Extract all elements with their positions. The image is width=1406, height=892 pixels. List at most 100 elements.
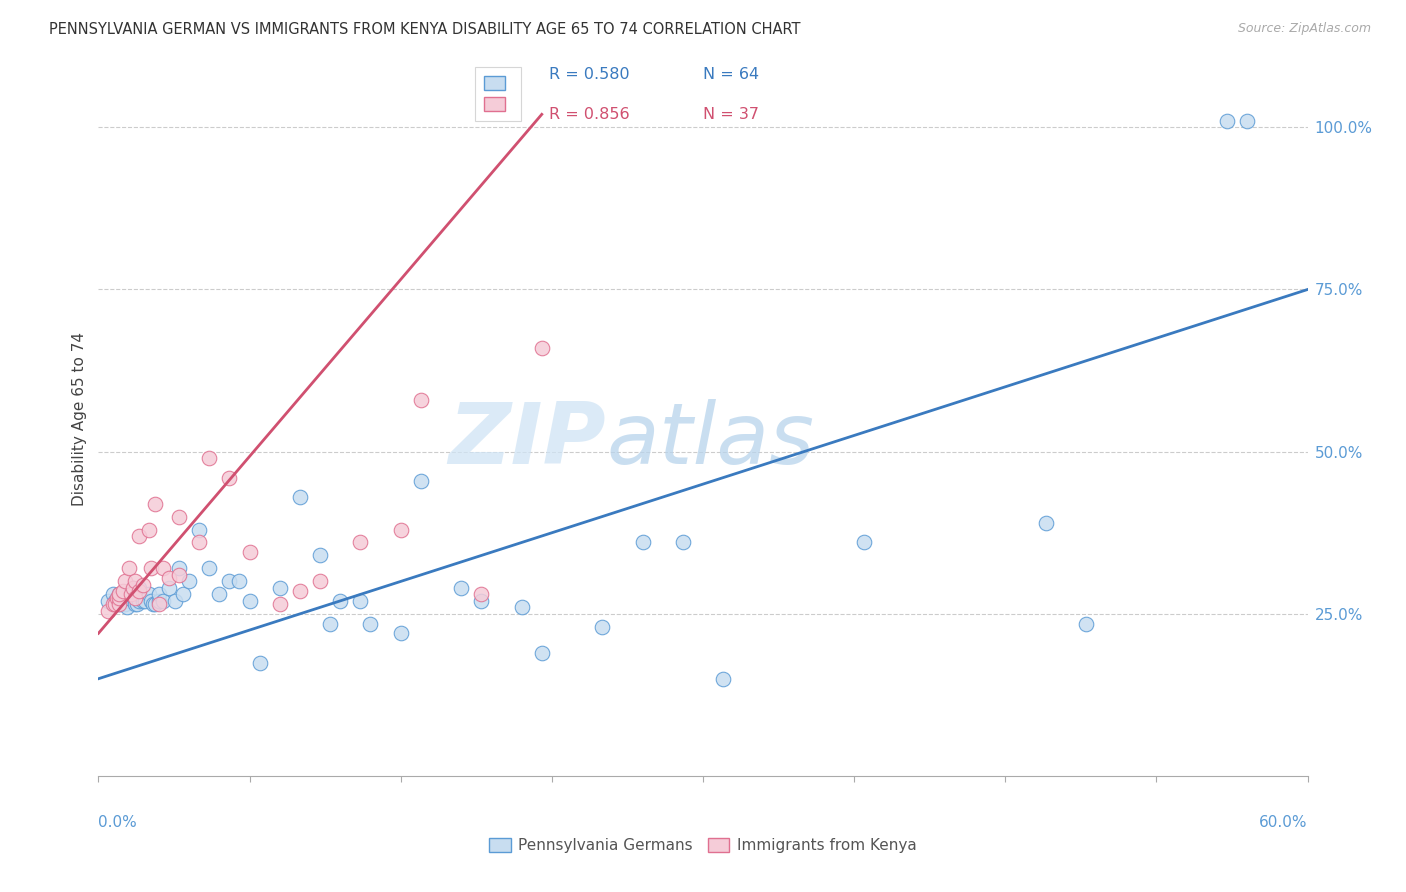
Point — [142, 597, 165, 611]
Point — [631, 535, 654, 549]
Point — [128, 594, 150, 608]
Point — [319, 616, 342, 631]
Point — [530, 341, 553, 355]
Point — [103, 597, 125, 611]
Point — [249, 656, 271, 670]
Point — [120, 587, 142, 601]
Point — [139, 594, 162, 608]
Point — [118, 587, 141, 601]
Point — [138, 523, 160, 537]
Point — [409, 392, 432, 407]
Point — [111, 591, 134, 605]
Point — [157, 571, 180, 585]
Point — [121, 581, 143, 595]
Point — [101, 597, 124, 611]
Point — [269, 581, 291, 595]
Point — [97, 594, 120, 608]
Text: N = 37: N = 37 — [703, 107, 759, 122]
Point — [349, 535, 371, 549]
Point — [591, 620, 613, 634]
Text: ZIP: ZIP — [449, 399, 606, 483]
Point — [853, 535, 876, 549]
Point — [143, 497, 166, 511]
Point — [107, 591, 129, 605]
Point — [188, 523, 211, 537]
Point — [105, 594, 128, 608]
Point — [309, 574, 332, 589]
Point — [105, 591, 128, 605]
Point — [1236, 113, 1258, 128]
Point — [125, 597, 148, 611]
Point — [138, 587, 160, 601]
Point — [152, 561, 174, 575]
Point — [128, 529, 150, 543]
Point — [309, 549, 332, 563]
Point — [172, 587, 194, 601]
Point — [672, 535, 695, 549]
Point — [360, 616, 382, 631]
Point — [107, 597, 129, 611]
Point — [218, 574, 240, 589]
Point — [114, 594, 136, 608]
Text: R = 0.856: R = 0.856 — [550, 107, 630, 122]
Point — [239, 545, 262, 559]
Text: PENNSYLVANIA GERMAN VS IMMIGRANTS FROM KENYA DISABILITY AGE 65 TO 74 CORRELATION: PENNSYLVANIA GERMAN VS IMMIGRANTS FROM K… — [49, 22, 800, 37]
Point — [188, 535, 211, 549]
Text: N = 64: N = 64 — [703, 68, 759, 82]
Point — [239, 594, 262, 608]
Point — [114, 574, 136, 589]
Legend: Pennsylvania Germans, Immigrants from Kenya: Pennsylvania Germans, Immigrants from Ke… — [481, 830, 925, 861]
Point — [132, 594, 155, 608]
Point — [111, 584, 134, 599]
Point — [134, 594, 156, 608]
Point — [139, 561, 162, 575]
Point — [530, 646, 553, 660]
Point — [124, 591, 146, 605]
Point — [1216, 113, 1239, 128]
Point — [148, 594, 170, 608]
Text: Source: ZipAtlas.com: Source: ZipAtlas.com — [1237, 22, 1371, 36]
Point — [157, 581, 180, 595]
Point — [124, 594, 146, 608]
Point — [349, 594, 371, 608]
Point — [107, 587, 129, 601]
Point — [450, 581, 472, 595]
Point — [711, 672, 734, 686]
Point — [115, 600, 138, 615]
Point — [107, 587, 129, 601]
Point — [389, 523, 412, 537]
Point — [97, 604, 120, 618]
Point — [269, 597, 291, 611]
Point — [124, 574, 146, 589]
Point — [101, 587, 124, 601]
Point — [329, 594, 352, 608]
Point — [288, 490, 311, 504]
Point — [1035, 516, 1057, 530]
Point — [128, 581, 150, 595]
Point — [148, 597, 170, 611]
Point — [148, 587, 170, 601]
Point — [120, 587, 142, 601]
Point — [1074, 616, 1097, 631]
Y-axis label: Disability Age 65 to 74: Disability Age 65 to 74 — [72, 332, 87, 507]
Point — [124, 597, 146, 611]
Point — [288, 584, 311, 599]
Point — [163, 594, 186, 608]
Point — [470, 587, 492, 601]
Point — [389, 626, 412, 640]
Point — [167, 568, 190, 582]
Point — [510, 600, 533, 615]
Point — [107, 597, 129, 611]
Text: 0.0%: 0.0% — [98, 815, 138, 830]
Point — [409, 474, 432, 488]
Point — [143, 597, 166, 611]
Point — [198, 561, 221, 575]
Point — [103, 594, 125, 608]
Text: 60.0%: 60.0% — [1260, 815, 1308, 830]
Point — [132, 577, 155, 591]
Point — [218, 470, 240, 484]
Point — [128, 587, 150, 601]
Point — [208, 587, 231, 601]
Point — [118, 561, 141, 575]
Point — [121, 581, 143, 595]
